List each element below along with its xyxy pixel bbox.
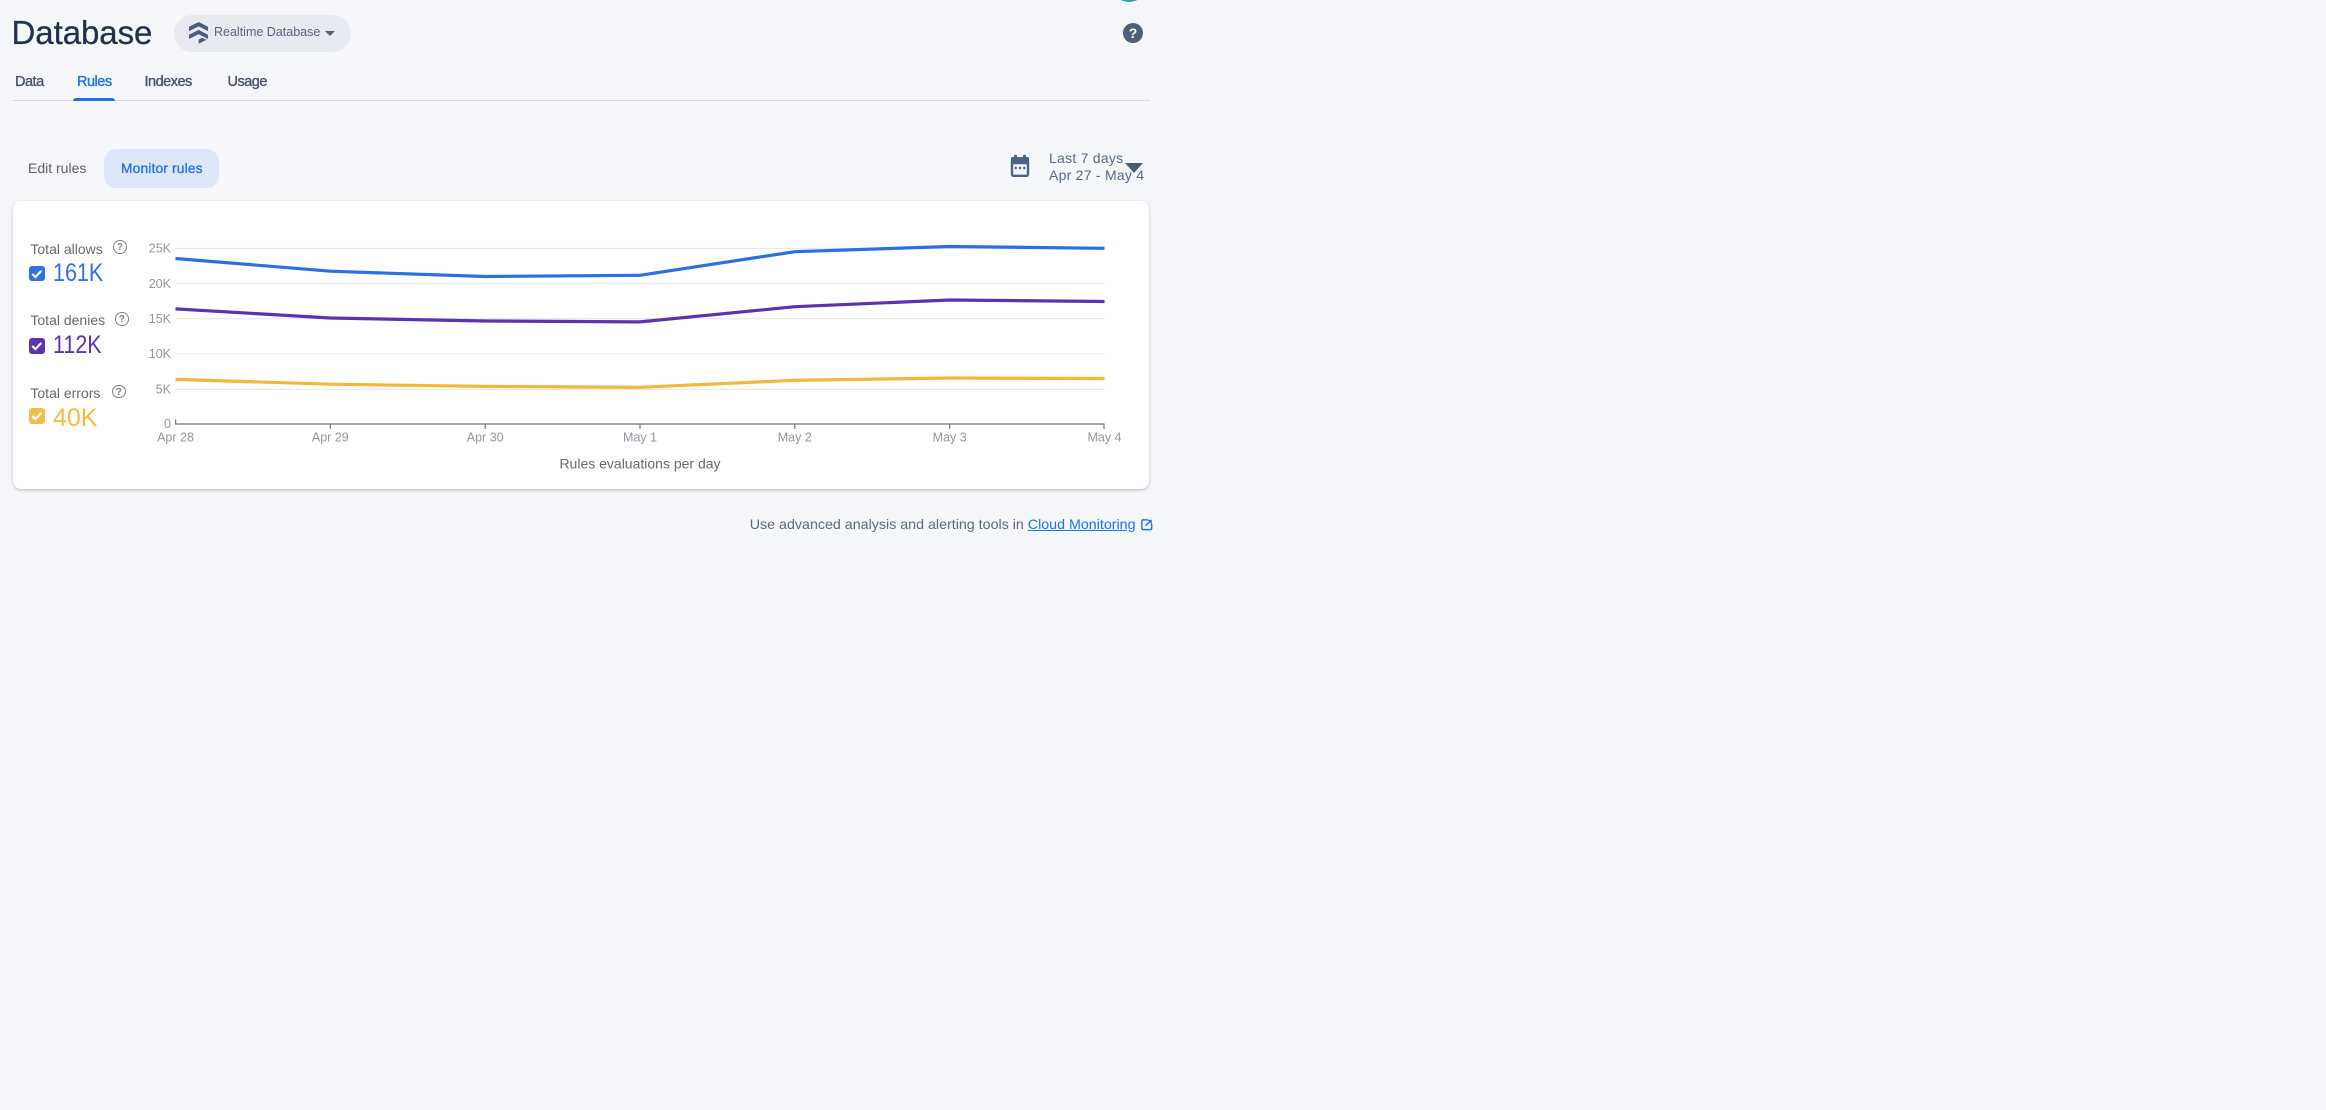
svg-text:15K: 15K: [149, 312, 172, 326]
svg-text:20K: 20K: [149, 277, 172, 291]
svg-text:May 2: May 2: [778, 431, 812, 445]
svg-text:May 1: May 1: [623, 431, 657, 445]
svg-text:May 4: May 4: [1087, 431, 1121, 445]
svg-text:Apr 28: Apr 28: [157, 431, 194, 445]
svg-text:Apr 29: Apr 29: [312, 431, 349, 445]
svg-text:Apr 30: Apr 30: [467, 431, 504, 445]
svg-text:5K: 5K: [156, 382, 172, 396]
svg-text:25K: 25K: [149, 242, 172, 256]
svg-text:May 3: May 3: [933, 431, 967, 445]
svg-text:10K: 10K: [149, 347, 172, 361]
svg-text:0: 0: [164, 417, 171, 431]
svg-text:Rules evaluations per day: Rules evaluations per day: [559, 456, 720, 472]
